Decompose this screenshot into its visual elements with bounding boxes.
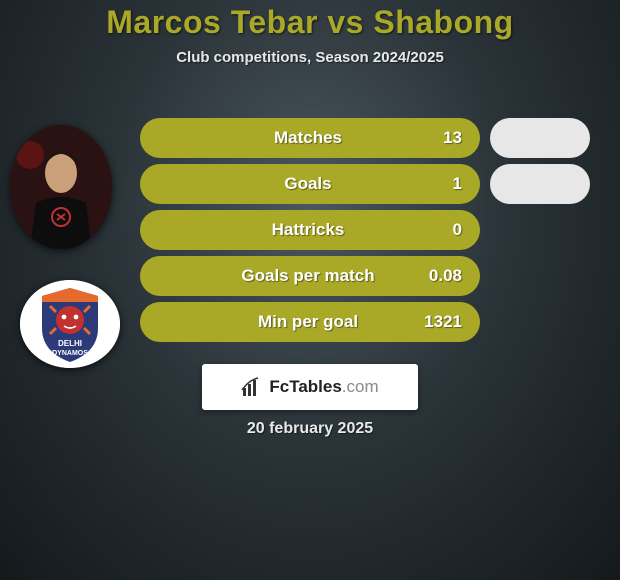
stat-label: Min per goal (140, 312, 416, 332)
stat-value-left: 0 (416, 220, 462, 240)
stat-row-min-per-goal: Min per goal 1321 (140, 302, 600, 342)
stat-pill-left: Goals 1 (140, 164, 480, 204)
stat-value-left: 1 (416, 174, 462, 194)
stat-pill-left: Matches 13 (140, 118, 480, 158)
brand-name: FcTables.com (269, 377, 378, 397)
container: Marcos Tebar vs Shabong Club competition… (0, 0, 620, 580)
stat-pill-left: Goals per match 0.08 (140, 256, 480, 296)
stat-row-hattricks: Hattricks 0 (140, 210, 600, 250)
stat-value-left: 0.08 (416, 266, 462, 286)
player1-silhouette-icon: Too Sol (10, 125, 112, 249)
stats-area: Matches 13 Goals 1 Hattricks 0 Goals per… (140, 118, 600, 348)
svg-text:DYNAMOS: DYNAMOS (52, 350, 88, 357)
club-shield-icon: DELHI DYNAMOS (20, 280, 120, 368)
stat-value-left: 1321 (416, 312, 462, 332)
stat-label: Goals per match (140, 266, 416, 286)
subtitle: Club competitions, Season 2024/2025 (0, 49, 620, 66)
date-text: 20 february 2025 (247, 420, 373, 438)
bar-chart-icon (241, 376, 263, 398)
stat-pill-right (490, 164, 590, 204)
stat-row-matches: Matches 13 (140, 118, 600, 158)
stat-pill-right (490, 118, 590, 158)
player2-club-badge: DELHI DYNAMOS (20, 280, 120, 368)
stat-row-goals: Goals 1 (140, 164, 600, 204)
stat-label: Goals (140, 174, 416, 194)
stat-label: Matches (140, 128, 416, 148)
svg-text:DELHI: DELHI (58, 339, 82, 348)
stat-pill-left: Min per goal 1321 (140, 302, 480, 342)
stat-value-left: 13 (416, 128, 462, 148)
brand-ext: .com (342, 377, 379, 396)
player1-avatar: Too Sol (10, 125, 112, 249)
stat-pill-left: Hattricks 0 (140, 210, 480, 250)
brand-box[interactable]: FcTables.com (202, 364, 418, 410)
stat-row-goals-per-match: Goals per match 0.08 (140, 256, 600, 296)
page-title: Marcos Tebar vs Shabong (0, 4, 620, 41)
stat-label: Hattricks (140, 220, 416, 240)
brand-name-text: FcTables (269, 377, 341, 396)
